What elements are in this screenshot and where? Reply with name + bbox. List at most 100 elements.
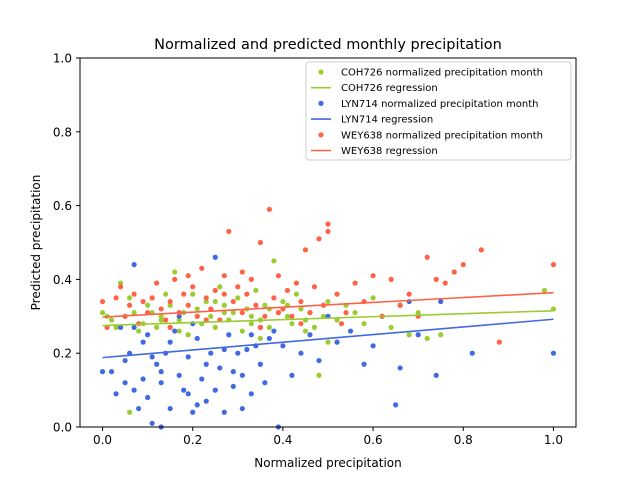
point-coh726 (167, 302, 173, 308)
point-wey638 (325, 221, 331, 227)
point-lyn714 (108, 369, 115, 375)
y-tick-label: 0.8 (53, 125, 72, 139)
point-coh726 (212, 298, 218, 305)
point-wey638 (289, 313, 295, 319)
point-lyn714 (194, 335, 200, 342)
point-lyn714 (154, 361, 160, 367)
point-lyn714 (122, 357, 128, 364)
x-axis-label: Normalized precipitation (254, 456, 401, 470)
point-coh726 (176, 317, 182, 323)
y-tick-label: 0.2 (53, 347, 72, 361)
point-lyn714 (415, 332, 421, 338)
point-wey638 (253, 302, 259, 308)
point-lyn714 (244, 346, 250, 353)
regression-line-coh726 (102, 309, 554, 327)
point-wey638 (212, 287, 218, 294)
x-tick-label: 0.4 (273, 433, 292, 447)
regression-lines-layer (102, 291, 554, 359)
point-lyn714 (149, 354, 155, 360)
point-wey638 (230, 298, 236, 305)
point-coh726 (113, 324, 119, 330)
point-wey638 (343, 310, 349, 316)
point-wey638 (235, 284, 241, 290)
point-lyn714 (230, 383, 236, 390)
point-lyn714 (131, 387, 137, 393)
point-lyn714 (194, 402, 200, 408)
point-wey638 (140, 298, 146, 305)
point-lyn714 (433, 372, 439, 378)
point-lyn714 (136, 405, 142, 412)
point-lyn714 (239, 372, 245, 378)
point-lyn714 (226, 332, 232, 338)
point-lyn714 (167, 405, 173, 412)
point-lyn714 (248, 332, 254, 338)
point-coh726 (117, 280, 124, 286)
point-wey638 (117, 284, 124, 290)
x-tick-label: 1.0 (544, 433, 563, 447)
point-wey638 (257, 239, 263, 246)
point-coh726 (352, 310, 358, 316)
point-lyn714 (145, 394, 151, 401)
point-coh726 (194, 306, 200, 312)
point-lyn714 (397, 365, 403, 371)
point-coh726 (163, 291, 169, 297)
point-lyn714 (190, 409, 196, 415)
point-wey638 (311, 284, 318, 290)
point-lyn714 (185, 354, 191, 360)
point-lyn714 (131, 324, 137, 330)
point-wey638 (406, 291, 412, 297)
point-wey638 (181, 291, 187, 297)
point-coh726 (190, 291, 196, 297)
point-coh726 (239, 328, 245, 334)
point-coh726 (280, 298, 286, 305)
point-lyn714 (149, 420, 155, 426)
point-coh726 (99, 310, 106, 316)
point-lyn714 (370, 343, 376, 349)
point-lyn714 (221, 409, 227, 415)
point-lyn714 (361, 361, 367, 367)
point-wey638 (131, 291, 137, 297)
legend-label: COH726 normalized precipitation month (341, 68, 543, 79)
point-wey638 (433, 276, 439, 282)
point-coh726 (208, 313, 214, 319)
point-lyn714 (235, 350, 241, 356)
point-coh726 (217, 284, 223, 290)
point-wey638 (388, 276, 394, 282)
point-lyn714 (122, 380, 128, 386)
point-lyn714 (271, 328, 277, 334)
x-tick-label: 0.2 (183, 433, 202, 447)
point-wey638 (239, 269, 245, 275)
point-wey638 (203, 295, 209, 301)
point-wey638 (293, 280, 300, 286)
point-wey638 (208, 306, 214, 312)
point-coh726 (316, 372, 322, 378)
point-wey638 (325, 228, 331, 235)
point-lyn714 (307, 332, 313, 338)
point-wey638 (298, 321, 304, 327)
point-lyn714 (280, 343, 286, 349)
legend-entries: COH726 normalized precipitation month COH… (311, 68, 543, 157)
point-coh726 (203, 298, 209, 305)
point-coh726 (127, 295, 133, 301)
point-wey638 (460, 262, 466, 268)
point-wey638 (167, 324, 173, 330)
point-coh726 (293, 291, 300, 297)
point-coh726 (289, 321, 295, 327)
point-coh726 (271, 258, 277, 264)
point-lyn714 (212, 387, 218, 393)
point-coh726 (221, 302, 227, 308)
point-lyn714 (203, 361, 209, 367)
point-wey638 (127, 302, 133, 308)
point-wey638 (496, 339, 502, 345)
point-lyn714 (469, 350, 475, 356)
point-wey638 (194, 313, 200, 319)
point-lyn714 (140, 339, 146, 345)
point-wey638 (163, 317, 169, 323)
point-lyn714 (221, 346, 227, 353)
point-lyn714 (176, 372, 182, 378)
point-coh726 (172, 269, 178, 275)
point-coh726 (248, 313, 254, 319)
legend: COH726 normalized precipitation month COH… (305, 61, 572, 161)
point-wey638 (275, 273, 281, 279)
point-wey638 (248, 276, 254, 282)
